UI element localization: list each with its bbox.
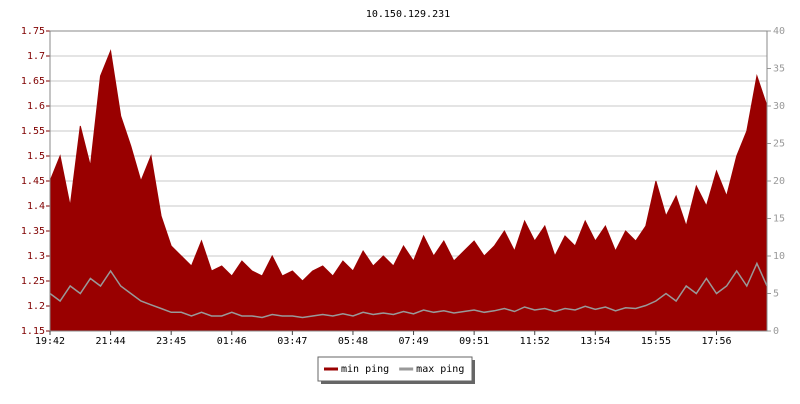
x-tick-label: 05:48	[338, 336, 368, 347]
x-tick-label: 11:52	[520, 336, 550, 347]
x-tick-label: 07:49	[398, 336, 428, 347]
legend-label: max ping	[416, 364, 464, 375]
y2-tick-label: 25	[773, 139, 785, 150]
plot-frame	[49, 30, 768, 332]
y2-tick-label: 35	[773, 64, 785, 75]
y-tick-label: 1.75	[21, 26, 45, 37]
chart-title: 10.150.129.231	[366, 9, 450, 20]
line	[49, 261, 768, 319]
y-tick-label: 1.7	[27, 51, 45, 62]
y2-tick-label: 10	[773, 251, 785, 262]
y-tick-label: 1.15	[21, 326, 45, 337]
y-tick-label: 1.25	[21, 276, 45, 287]
x-tick-label: 17:56	[701, 336, 731, 347]
y-tick-label: 1.3	[27, 251, 45, 262]
y-tick-label: 1.2	[27, 301, 45, 312]
y-tick-label: 1.35	[21, 226, 45, 237]
x-tick-label: 19:42	[35, 336, 65, 347]
y2-tick-label: 30	[773, 101, 785, 112]
x-tick-label: 09:51	[459, 336, 489, 347]
x-tick-label: 03:47	[277, 336, 307, 347]
y-tick-label: 1.55	[21, 126, 45, 137]
x-tick-label: 01:46	[217, 336, 247, 347]
y-tick-label: 1.6	[27, 101, 45, 112]
x-tick-label: 21:44	[96, 336, 126, 347]
x-tick-label: 15:55	[641, 336, 671, 347]
y-tick-label: 1.45	[21, 176, 45, 187]
y2-tick-label: 15	[773, 214, 785, 225]
legend-label: min ping	[341, 364, 389, 375]
y2-tick-label: 40	[773, 26, 785, 37]
y2-tick-label: 5	[773, 289, 779, 300]
x-tick-label: 23:45	[156, 336, 186, 347]
y-tick-label: 1.4	[27, 201, 45, 212]
y2-tick-label: 0	[773, 326, 779, 337]
area	[49, 49, 768, 332]
y-tick-label: 1.5	[27, 151, 45, 162]
x-tick-label: 13:54	[580, 336, 610, 347]
legend	[317, 356, 473, 382]
y-tick-label: 1.65	[21, 76, 45, 87]
y2-tick-label: 20	[773, 176, 785, 187]
